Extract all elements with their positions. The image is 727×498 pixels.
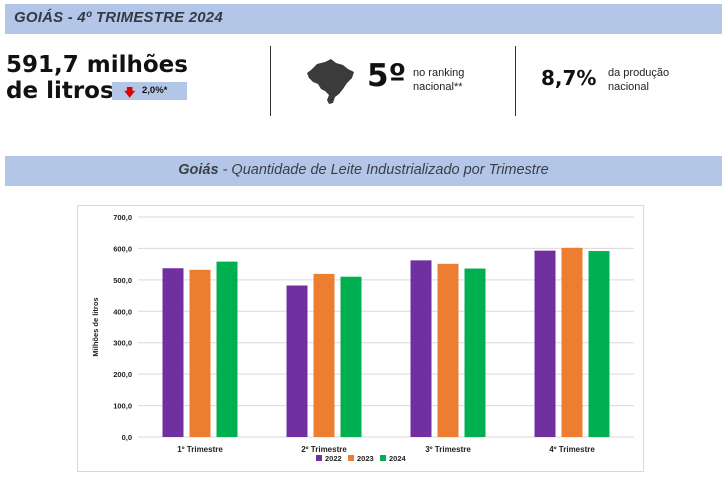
y-tick-label: 400,0 — [113, 307, 132, 316]
top-banner: GOIÁS - 4º TRIMESTRE 2024 — [5, 4, 722, 34]
rank-label: no ranking — [413, 67, 465, 79]
bar-2022 — [286, 285, 308, 437]
bar-2023 — [561, 247, 583, 437]
bar-2023 — [189, 269, 211, 437]
y-tick-label: 300,0 — [113, 339, 132, 348]
chart-title-state: Goiás — [178, 162, 219, 178]
x-tick-label: 1º Trimestre — [177, 445, 223, 454]
chart-banner: Goiás - Quantidade de Leite Industrializ… — [5, 156, 722, 186]
y-tick-label: 200,0 — [113, 370, 132, 379]
bar-2022 — [162, 268, 184, 437]
arrow-down-icon: 🡇 — [124, 87, 136, 99]
rank-value: 5º — [367, 58, 407, 94]
rank-label-2: nacional** — [413, 81, 463, 93]
y-axis-label: Milhões de litros — [91, 297, 100, 356]
divider — [270, 46, 271, 116]
y-tick-label: 100,0 — [113, 402, 132, 411]
legend-swatch-2022 — [316, 455, 322, 461]
chart-container: 0,0 100,0 200,0 300,0 400,0 500,0 600,0 700,0 Mi… — [77, 205, 644, 472]
brazil-map-icon — [307, 59, 354, 104]
legend-swatch-2024 — [380, 455, 386, 461]
bar-2024 — [340, 276, 362, 437]
change-badge: 🡇 2,0%* — [112, 82, 187, 100]
chart-title-rest: - Quantidade de Leite Industrializado po… — [218, 162, 549, 178]
divider — [515, 46, 516, 116]
page-title: GOIÁS - 4º TRIMESTRE 2024 — [14, 9, 223, 26]
kpi-volume: 591,7 milhões — [6, 52, 188, 78]
legend-label-2023: 2023 — [357, 454, 374, 463]
bar-2024 — [216, 261, 238, 437]
share-value: 8,7% — [541, 66, 597, 90]
y-tick-label: 500,0 — [113, 276, 132, 285]
bar-2023 — [437, 263, 459, 437]
bar-2023 — [313, 273, 335, 437]
x-tick-label: 4º Trimestre — [549, 445, 595, 454]
change-value: 2,0%* — [142, 85, 168, 96]
share-label-2: nacional — [608, 81, 649, 93]
y-tick-label: 600,0 — [113, 244, 132, 253]
kpi-volume-unit: de litros — [6, 78, 114, 104]
legend-swatch-2023 — [348, 455, 354, 461]
bar-2022 — [534, 250, 556, 437]
x-tick-label: 3º Trimestre — [425, 445, 471, 454]
y-tick-label: 700,0 — [113, 213, 132, 222]
bar-2022 — [410, 260, 432, 437]
bar-2024 — [464, 268, 486, 437]
legend-label-2024: 2024 — [389, 454, 407, 463]
x-tick-label: 2º Trimestre — [301, 445, 347, 454]
chart-title: Goiás - Quantidade de Leite Industrializ… — [178, 162, 548, 178]
share-label: da produção — [608, 67, 670, 79]
bar-2024 — [588, 251, 610, 437]
bar-chart: 0,0 100,0 200,0 300,0 400,0 500,0 600,0 700,0 Mi… — [91, 213, 634, 463]
y-tick-label: 0,0 — [122, 433, 132, 442]
legend-label-2022: 2022 — [325, 454, 342, 463]
